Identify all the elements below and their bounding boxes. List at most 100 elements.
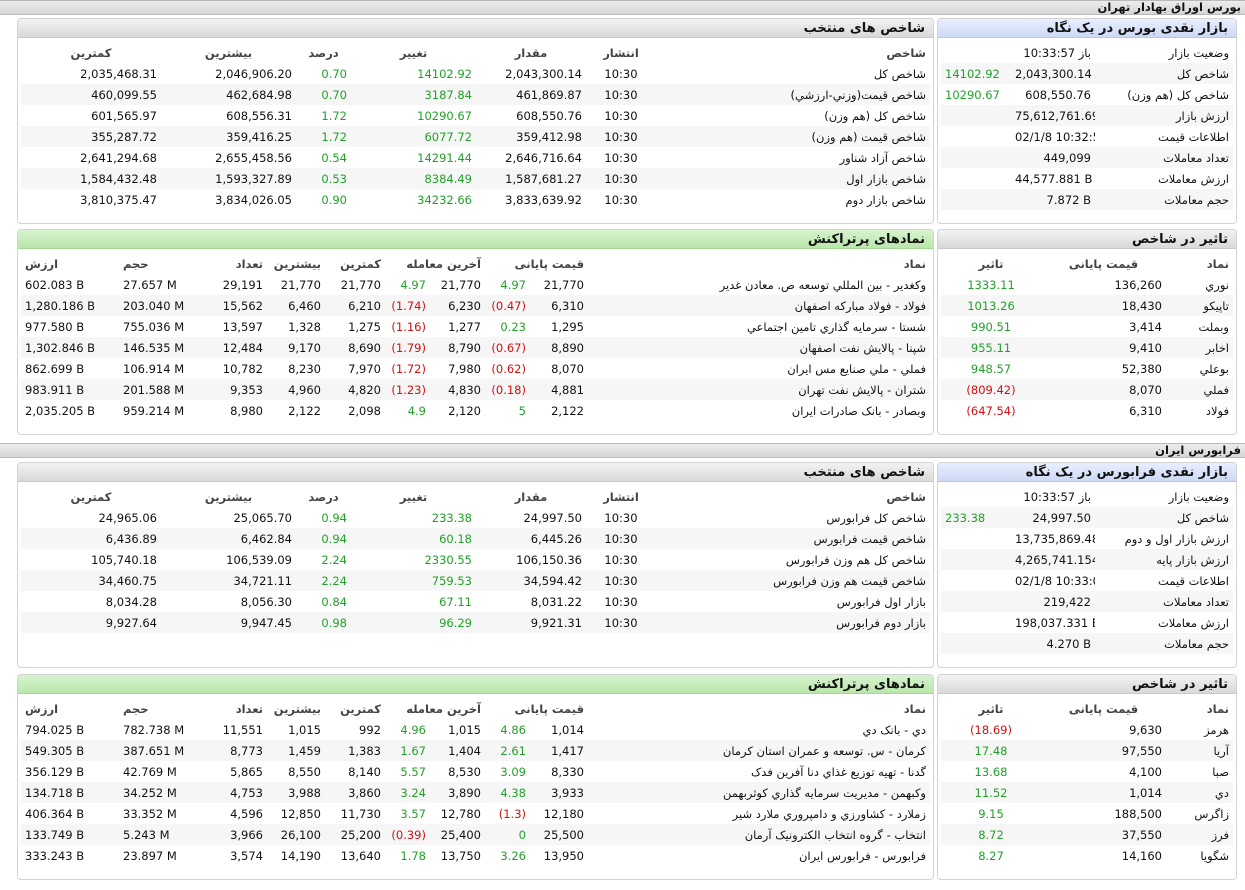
active-row[interactable]: 1,280.186 B 203.040 M 15,562 6,460 6,210 (1.7…	[21, 295, 930, 316]
index-row[interactable]: 105,740.18 106,539.09 2.24 2330.55 106,150.3…	[21, 549, 930, 570]
glance-change: 233.38	[941, 507, 1011, 528]
glance-row: 233.38 24,997.50 شاخص کل	[941, 507, 1233, 528]
index-name: شاخص کل هم وزن فرابورس	[656, 549, 930, 570]
impact-close: 6,310	[1041, 400, 1166, 421]
header-volume: حجم	[123, 256, 149, 271]
index-name: شاخص بازار دوم	[656, 189, 930, 210]
active-last-change: 4.9	[385, 400, 430, 421]
glance-row: 44,577.881 B ارزش معاملات	[941, 168, 1233, 189]
active-row[interactable]: 356.129 B 42.769 M 5,865 8,550 8,140 5.57 8,53…	[21, 761, 930, 782]
active-row[interactable]: 862.699 B 106.914 M 10,782 8,230 7,970 (1.72)…	[21, 358, 930, 379]
index-row[interactable]: 601,565.97 608,556.31 1.72 10290.67 608,550.…	[21, 105, 930, 126]
index-row[interactable]: 6,436.89 6,462.84 0.94 60.18 6,445.26 10:30 شا…	[21, 528, 930, 549]
active-max: 26,100	[267, 824, 325, 845]
active-close: 8,890	[530, 337, 588, 358]
glance-change	[941, 591, 1011, 612]
active-last: 2,120	[430, 400, 485, 421]
impact-row[interactable]: 17.48 97,550 آريا	[941, 740, 1233, 761]
active-symbol: شستا - سرمايه گذاري تامين اجتماعي	[588, 316, 930, 337]
index-min: 355,287.72	[21, 126, 161, 147]
impact-effect: (809.42)	[941, 379, 1041, 400]
impact-row[interactable]: (647.54) 6,310 فولاد	[941, 400, 1233, 421]
glance-change	[941, 147, 1011, 168]
impact-effect: 8.72	[941, 824, 1041, 845]
active-symbol: فرابورس - فرابورس ايران	[588, 845, 930, 866]
active-value: 2,035.205 B	[21, 400, 119, 421]
impact-close: 136,260	[1041, 274, 1166, 295]
active-last-change: 4.97	[385, 274, 430, 295]
index-row[interactable]: 355,287.72 359,416.25 1.72 6077.72 359,412.9…	[21, 126, 930, 147]
impact-row[interactable]: 9.15 188,500 زاگرس	[941, 803, 1233, 824]
active-last: 4,830	[430, 379, 485, 400]
active-row[interactable]: 977.580 B 755.036 M 13,597 1,328 1,275 (1.16)…	[21, 316, 930, 337]
impact-row[interactable]: (809.42) 8,070 فملي	[941, 379, 1233, 400]
index-min: 3,810,375.47	[21, 189, 161, 210]
index-pct: 2.24	[296, 549, 351, 570]
active-value: 356.129 B	[21, 761, 119, 782]
active-row[interactable]: 406.364 B 33.352 M 4,596 12,850 11,730 3.57 12…	[21, 803, 930, 824]
index-amount: 8,031.22	[476, 591, 586, 612]
index-row[interactable]: 2,641,294.68 2,655,458.56 0.54 14291.44 2,64…	[21, 147, 930, 168]
index-row[interactable]: 1,584,432.48 1,593,327.89 0.53 8384.49 1,587…	[21, 168, 930, 189]
impact-effect: 1333.11	[941, 274, 1041, 295]
active-row[interactable]: 333.243 B 23.897 M 3,574 14,190 13,640 1.78 13…	[21, 845, 930, 866]
active-symbol: وکغدير - بين المللي توسعه ص. معادن غدير	[588, 274, 930, 295]
active-last-change: 1.67	[385, 740, 430, 761]
impact-row[interactable]: 1333.11 136,260 نوري	[941, 274, 1233, 295]
active-symbol: شتران - پالايش نفت تهران	[588, 379, 930, 400]
active-row[interactable]: 602.083 B 27.657 M 29,191 21,770 21,770 4.97 2…	[21, 274, 930, 295]
index-row[interactable]: 34,460.75 34,721.11 2.24 759.53 34,594.42 10:…	[21, 570, 930, 591]
header-min: کمترین	[340, 256, 381, 271]
active-row[interactable]: 549.305 B 387.651 M 8,773 1,459 1,383 1.67 1,4…	[21, 740, 930, 761]
index-row[interactable]: 460,099.55 462,684.98 0.70 3187.84 461,869.8…	[21, 84, 930, 105]
header-max: بیشترین	[204, 45, 253, 60]
index-row[interactable]: 2,035,468.31 2,046,906.20 0.70 14102.92 2,04…	[21, 63, 930, 84]
active-last-change: (1.23)	[385, 379, 430, 400]
active-row[interactable]: 2,035.205 B 959.214 M 8,980 2,122 2,098 4.9 2,…	[21, 400, 930, 421]
active-symbol: وبصادر - بانک صادرات ايران	[588, 400, 930, 421]
glance-row: باز 10:33:57 وضعیت بازار	[941, 42, 1233, 63]
active-count: 8,980	[207, 400, 267, 421]
active-close-change: 4.86	[485, 719, 530, 740]
impact-row[interactable]: 1013.26 18,430 تاپيکو	[941, 295, 1233, 316]
glance-label: شاخص کل	[1095, 507, 1233, 528]
active-row[interactable]: 134.718 B 34.252 M 4,753 3,988 3,860 3.24 3,89…	[21, 782, 930, 803]
glance-row: 4.270 B حجم معاملات	[941, 633, 1233, 654]
impact-row[interactable]: 948.57 52,380 بوعلي	[941, 358, 1233, 379]
active-value: 406.364 B	[21, 803, 119, 824]
active-row[interactable]: 983.911 B 201.588 M 9,353 4,960 4,820 (1.23) 4…	[21, 379, 930, 400]
index-max: 106,539.09	[161, 549, 296, 570]
active-count: 13,597	[207, 316, 267, 337]
impact-row[interactable]: 11.52 1,014 دي	[941, 782, 1233, 803]
active-last: 6,230	[430, 295, 485, 316]
glance-value: 44,577.881 B	[1011, 168, 1095, 189]
active-value: 134.718 B	[21, 782, 119, 803]
impact-row[interactable]: 13.68 4,100 صبا	[941, 761, 1233, 782]
active-row[interactable]: 1,302.846 B 146.535 M 12,484 9,170 8,690 (1.7…	[21, 337, 930, 358]
impact-row[interactable]: (18.69) 9,630 هرمز	[941, 719, 1233, 740]
glance-value: 02/1/8 10:32:58	[1011, 126, 1095, 147]
glance-row: 219,422 تعداد معاملات	[941, 591, 1233, 612]
index-max: 462,684.98	[161, 84, 296, 105]
index-row[interactable]: 9,927.64 9,947.45 0.98 96.29 9,921.31 10:30 با…	[21, 612, 930, 633]
active-value: 133.749 B	[21, 824, 119, 845]
active-row[interactable]: 133.749 B 5.243 M 3,966 26,100 25,200 (0.39) 2…	[21, 824, 930, 845]
index-pub: 10:30	[586, 105, 656, 126]
active-volume: 34.252 M	[119, 782, 207, 803]
active-row[interactable]: 794.025 B 782.738 M 11,551 1,015 992 4.96 1,01…	[21, 719, 930, 740]
index-row[interactable]: 3,810,375.47 3,834,026.05 0.90 34232.66 3,83…	[21, 189, 930, 210]
impact-row[interactable]: 8.27 14,160 شگويا	[941, 845, 1233, 866]
index-max: 2,655,458.56	[161, 147, 296, 168]
index-max: 1,593,327.89	[161, 168, 296, 189]
active-close-change: 4.97	[485, 274, 530, 295]
active-symbol: شپنا - پالايش نفت اصفهان	[588, 337, 930, 358]
index-name: شاخص قیمت هم وزن فرابورس	[656, 570, 930, 591]
fara-indices-panel: شاخص های منتخب کمترین بیشترین درصد تغییر مقد…	[17, 462, 934, 668]
active-max: 1,015	[267, 719, 325, 740]
impact-row[interactable]: 955.11 9,410 اخابر	[941, 337, 1233, 358]
index-row[interactable]: 24,965.06 25,065.70 0.94 233.38 24,997.50 10:…	[21, 507, 930, 528]
impact-row[interactable]: 990.51 3,414 وبملت	[941, 316, 1233, 337]
impact-row[interactable]: 8.72 37,550 فرز	[941, 824, 1233, 845]
index-row[interactable]: 8,034.28 8,056.30 0.84 67.11 8,031.22 10:30 با…	[21, 591, 930, 612]
